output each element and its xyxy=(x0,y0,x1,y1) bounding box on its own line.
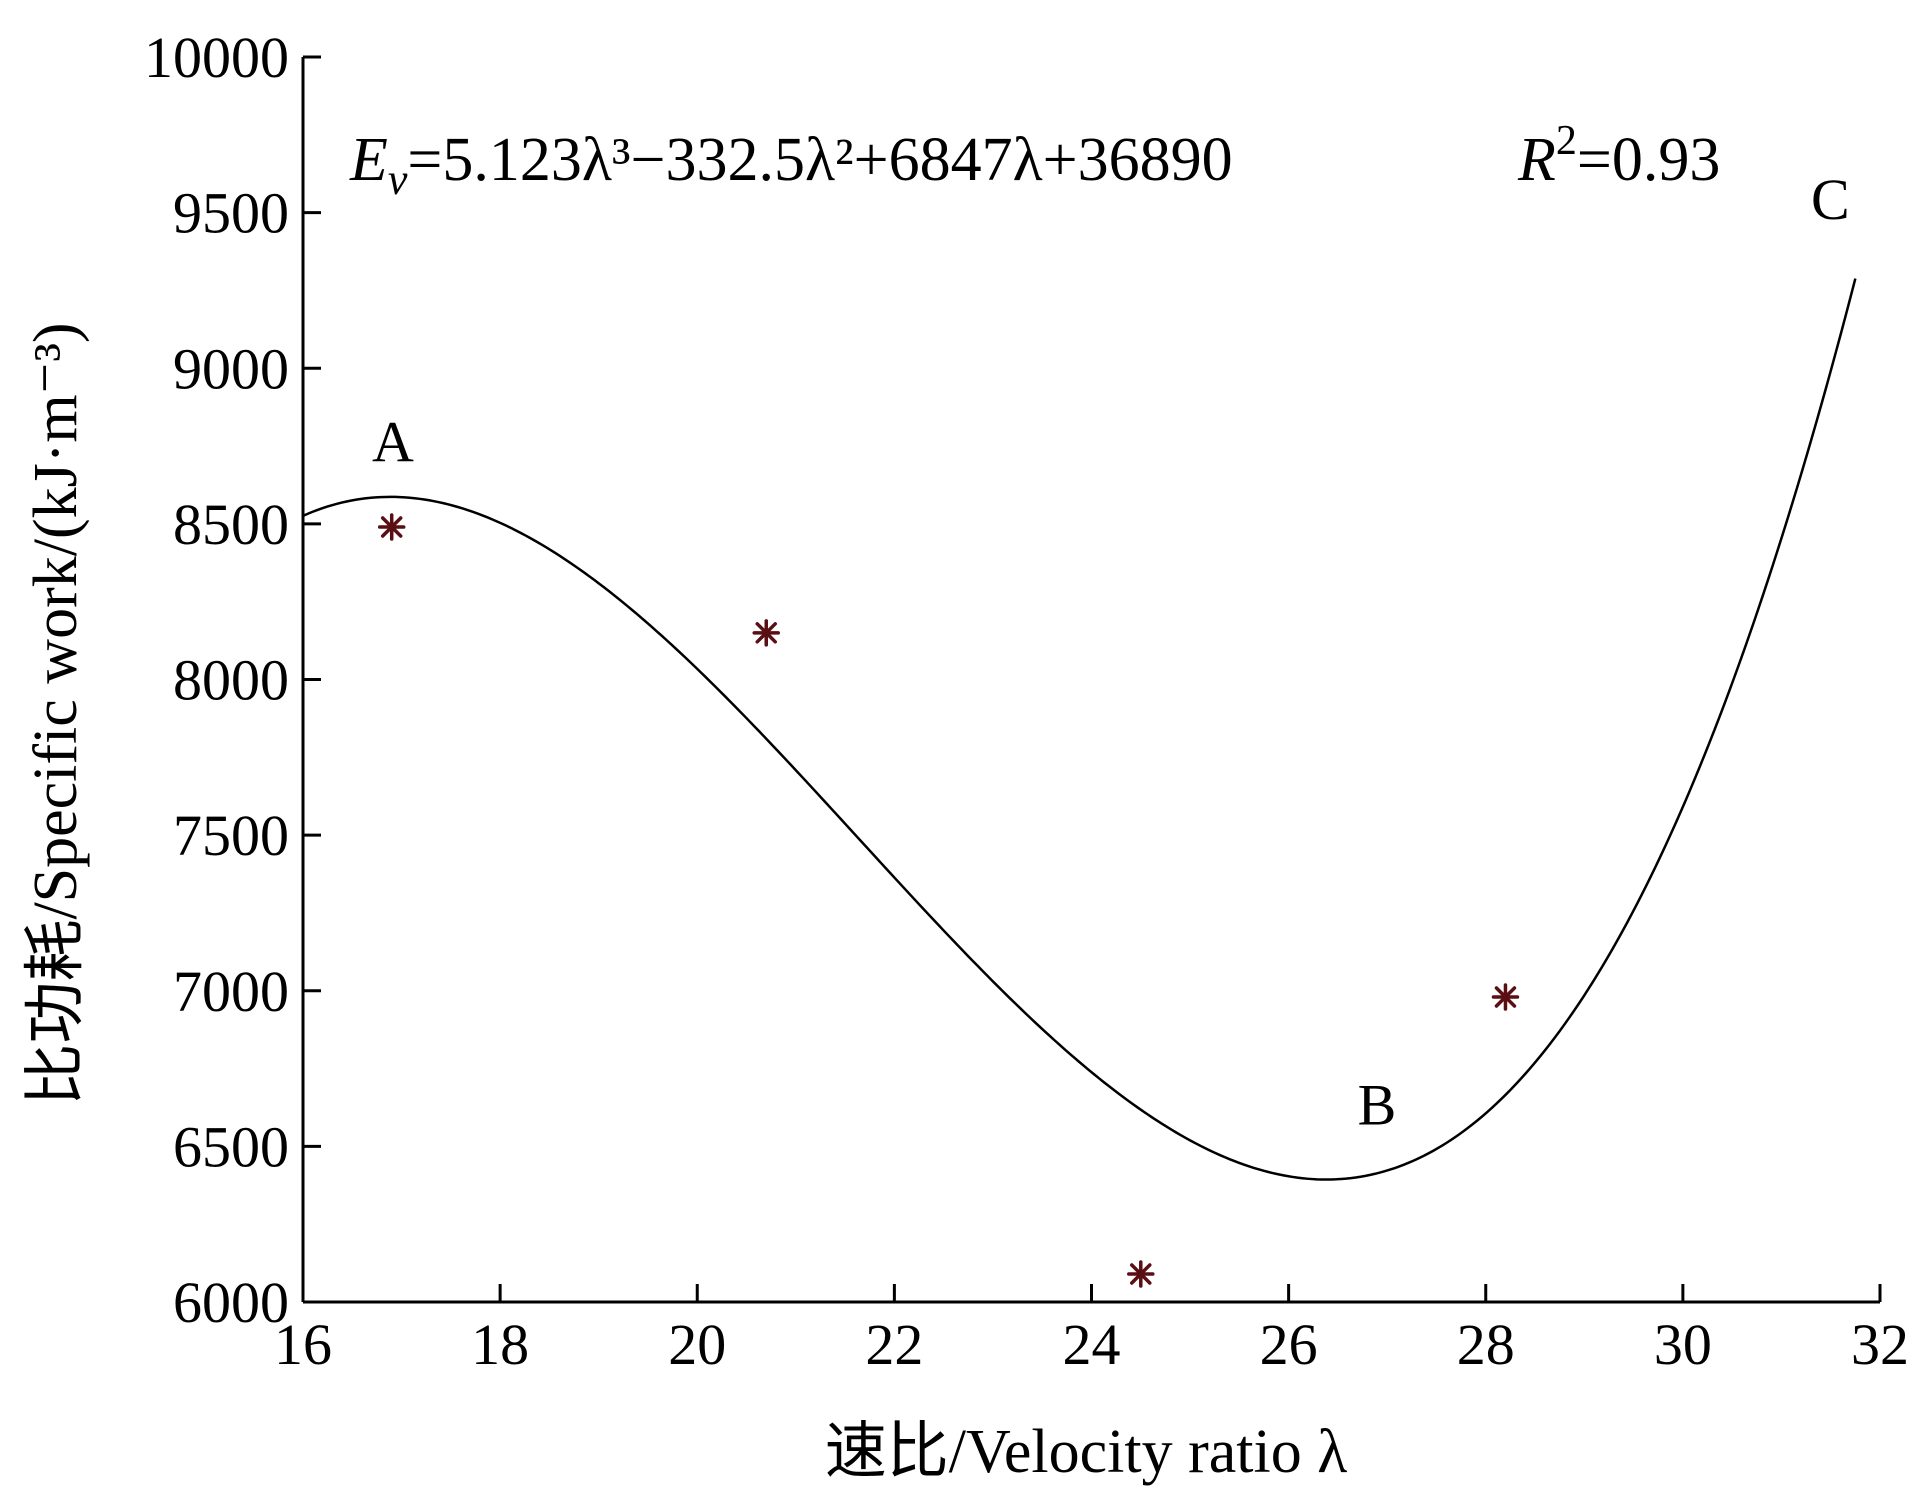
y-tick-label: 7000 xyxy=(173,959,289,1024)
equation-rhs: =5.123λ³−332.5λ²+6847λ+36890 xyxy=(407,126,1232,194)
point-label-a: A xyxy=(372,410,414,475)
r-squared: R2=0.93 xyxy=(1517,118,1720,194)
data-points-layer xyxy=(377,513,1520,1288)
y-tick-label: 9500 xyxy=(173,181,289,246)
y-tick-label: 7500 xyxy=(173,803,289,868)
annotations-layer: A B C xyxy=(372,167,1850,1138)
r-squared-label: R xyxy=(1517,126,1556,194)
y-tick-label: 8500 xyxy=(173,492,289,557)
data-point xyxy=(377,513,406,541)
data-point xyxy=(1127,1260,1155,1288)
equation-lhs: E xyxy=(349,126,388,194)
fit-curve-layer xyxy=(302,278,1857,1181)
y-tick-label: 6500 xyxy=(173,1114,289,1179)
equation-subscript: v xyxy=(388,155,408,204)
fit-equation: Ev=5.123λ³−332.5λ²+6847λ+36890 xyxy=(349,126,1233,204)
y-tick-label: 6000 xyxy=(173,1270,289,1335)
x-tick-label: 20 xyxy=(668,1312,726,1377)
x-tick-label: 22 xyxy=(865,1312,923,1377)
data-point xyxy=(752,619,780,647)
fit-curve xyxy=(302,278,1857,1181)
x-tick-label: 16 xyxy=(274,1312,332,1377)
point-label-b: B xyxy=(1358,1073,1397,1138)
x-axis-title: 速比/Velocity ratio λ xyxy=(825,1418,1348,1486)
x-tick-label: 18 xyxy=(471,1312,529,1377)
y-tick-label: 8000 xyxy=(173,648,289,713)
x-tick-label: 26 xyxy=(1260,1312,1318,1377)
y-tick-label: 10000 xyxy=(144,25,289,90)
data-point xyxy=(1491,983,1520,1011)
r-squared-sup: 2 xyxy=(1556,118,1577,164)
point-label-c: C xyxy=(1811,167,1850,232)
x-tick-label: 32 xyxy=(1851,1312,1909,1377)
x-tick-label: 28 xyxy=(1457,1312,1515,1377)
x-tick-label: 30 xyxy=(1654,1312,1712,1377)
axes: 16 18 20 22 24 26 28 30 32 6000 6500 7000 7500 8000 85… xyxy=(144,25,1909,1377)
x-tick-label: 24 xyxy=(1063,1312,1121,1377)
r-squared-value: =0.93 xyxy=(1577,126,1720,194)
y-tick-label: 9000 xyxy=(173,336,289,401)
y-axis-title: 比功耗/Specific work/(kJ·m⁻³) xyxy=(22,322,90,1105)
